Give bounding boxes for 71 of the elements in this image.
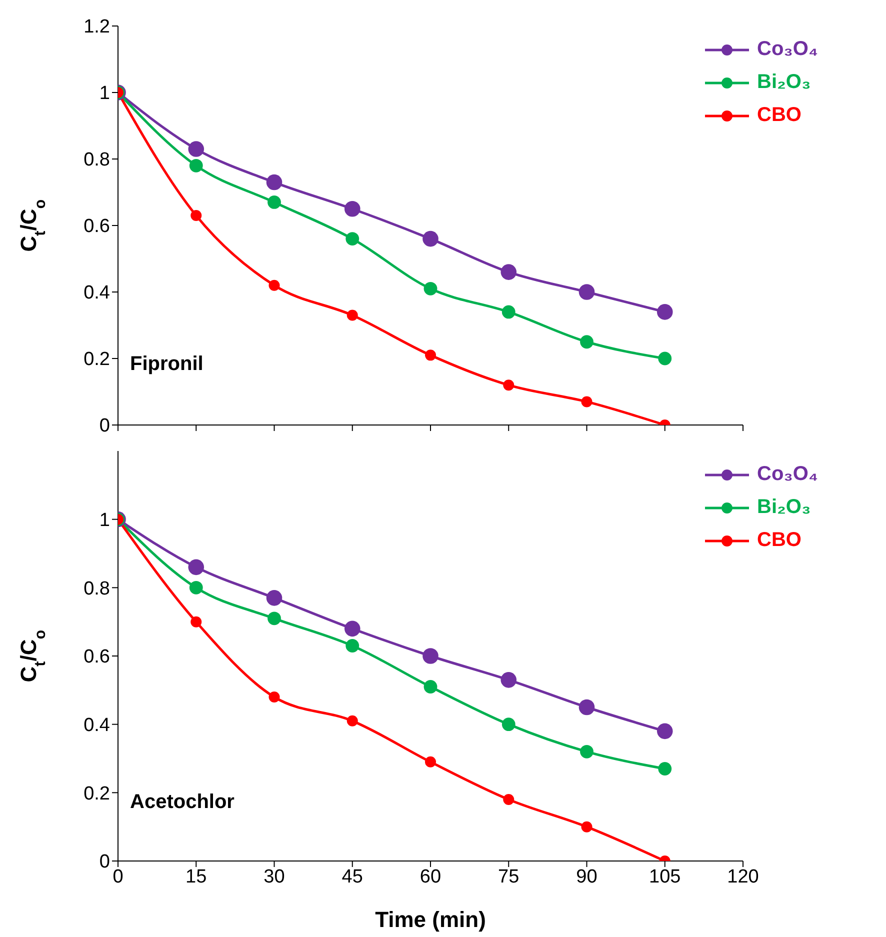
point [580,335,594,349]
x-tick-label: 105 [649,866,681,888]
y-tick-label: 0.6 [84,216,110,238]
point [502,718,516,732]
point [500,672,517,688]
point [581,821,592,832]
point [656,304,673,320]
point [581,396,592,408]
point [346,715,358,726]
y-tick-label: 0.2 [84,349,110,370]
y-tick-label: 0.8 [84,150,110,171]
y-tick-label: 0.6 [84,646,110,668]
legend-label: Bi₂O₃ [757,71,811,94]
point [425,756,436,768]
point [268,280,280,291]
point [658,352,672,366]
y-tick-label: 0.8 [84,578,110,600]
point [500,264,517,280]
point [424,680,438,694]
y-tick-label: 0 [99,416,110,437]
point [425,350,436,361]
y-tick-label: 0.2 [84,783,110,804]
x-tick-label: 15 [186,866,207,888]
legend-label: CBO [757,104,802,127]
point [344,200,360,217]
x-tick-label: 30 [264,866,285,888]
point [503,380,514,391]
legend-label: Bi₂O₃ [757,496,811,519]
y-tick-label: 1.2 [84,16,110,38]
x-tick-label: 75 [498,866,520,888]
annotation: Fipronil [130,353,204,376]
point [266,590,282,606]
point [190,210,202,222]
x-tick-label: 0 [112,866,124,888]
point [266,174,282,190]
point [268,612,281,626]
point [190,616,202,628]
point [578,699,595,716]
point [268,196,281,209]
point [189,580,203,594]
point [578,284,595,300]
x-tick-label: 45 [342,866,363,888]
point [268,692,280,702]
point [424,282,438,296]
point [346,232,360,246]
point [658,762,672,776]
point [422,648,438,664]
x-tick-label: 60 [420,866,442,888]
legend-label: Co₃O₄ [757,38,818,61]
y-tick-label: 0 [99,852,110,873]
point [188,559,204,576]
x-tick-label: 120 [727,866,759,888]
y-tick-label: 1 [99,510,110,532]
annotation: Acetochlor [130,791,234,814]
point [189,158,203,172]
point [346,310,358,321]
point [580,744,594,758]
point [502,305,516,319]
x-axis-title: Time (min) [375,907,486,932]
point [503,794,514,805]
point [346,639,360,652]
y-tick-label: 1 [99,83,110,104]
point [344,620,360,637]
x-tick-label: 90 [576,866,598,888]
y-tick-label: 0.4 [84,282,110,304]
point [656,723,673,740]
legend-label: Co₃O₄ [757,463,818,486]
point [188,141,204,157]
legend-label: CBO [757,529,802,552]
point [422,230,438,247]
y-tick-label: 0.4 [84,715,110,736]
